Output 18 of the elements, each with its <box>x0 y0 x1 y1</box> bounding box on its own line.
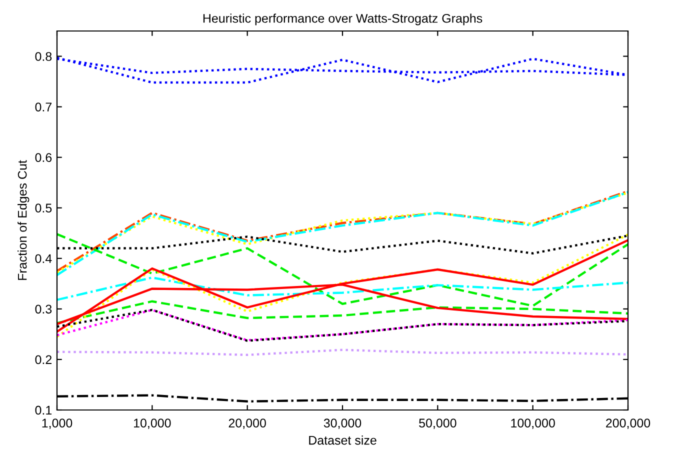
x-tick-label: 100,000 <box>511 418 555 429</box>
x-tick-label: 20,000 <box>228 418 266 429</box>
x-axis-title: Dataset size <box>309 436 376 445</box>
x-tick-label: 50,000 <box>419 418 456 429</box>
y-tick-label: 0.5 <box>35 204 52 213</box>
x-tick-label: 200,000 <box>606 418 650 429</box>
y-tick-label: 0.4 <box>35 254 52 264</box>
y-tick-label: 0.1 <box>35 406 52 415</box>
x-tick-label: 10,000 <box>134 418 171 429</box>
y-tick-label: 0.7 <box>35 102 52 112</box>
chart-title: Heuristic performance over Watts-Strogatz Graphs <box>203 14 482 26</box>
x-tick-label: 1,000 <box>42 418 72 429</box>
y-tick-label: 0.3 <box>35 304 52 314</box>
y-tick-label: 0.6 <box>35 153 52 162</box>
y-tick-label: 0.2 <box>35 355 52 364</box>
y-axis-title: Fraction of Edges Cut <box>18 160 30 280</box>
x-tick-label: 30,000 <box>324 418 362 429</box>
y-tick-label: 0.8 <box>35 52 52 61</box>
